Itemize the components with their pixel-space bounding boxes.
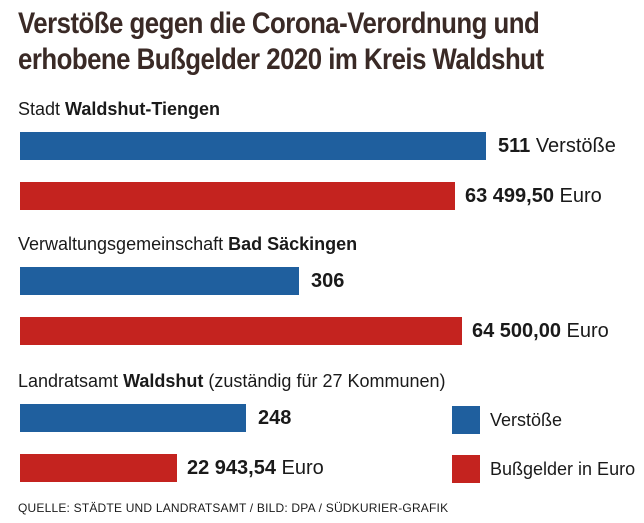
title-line-1: Verstöße gegen die Corona-Verordnung und — [18, 7, 540, 40]
value-number: 63 499,50 — [465, 185, 554, 207]
title-line-2: erhobene Bußgelder 2020 im Kreis Waldshu… — [18, 43, 544, 76]
bar-violations — [20, 132, 486, 160]
value-label-violations: 511 Verstöße — [498, 132, 616, 160]
legend-swatch-fines — [452, 455, 480, 483]
legend-label-violations: Verstöße — [490, 410, 563, 430]
source-note: QUELLE: STÄDTE UND LANDRATSAMT / BILD: D… — [18, 501, 449, 515]
chart-title: Verstöße gegen die Corona-Verordnung und… — [18, 6, 551, 78]
value-number: 22 943,54 — [187, 457, 276, 479]
value-number: 511 — [498, 135, 531, 157]
legend-swatch-violations — [452, 406, 480, 434]
value-label-fines: 63 499,50 Euro — [465, 182, 602, 210]
group-label-bold: Waldshut — [123, 371, 204, 391]
group-label-prefix: Landratsamt — [18, 371, 124, 391]
value-unit: Euro — [275, 457, 324, 479]
group-label-prefix: Stadt — [18, 99, 66, 119]
group-label-prefix: Verwaltungsgemeinschaft — [18, 234, 229, 254]
value-number: 248 — [258, 407, 292, 429]
group-label: Verwaltungsgemeinschaft Bad Säckingen — [18, 233, 357, 255]
value-number: 306 — [311, 270, 345, 292]
bar-fines — [20, 182, 455, 210]
group-label: Landratsamt Waldshut (zuständig für 27 K… — [18, 370, 446, 392]
value-label-violations: 248 — [258, 404, 291, 432]
legend-label-fines: Bußgelder in Euro — [490, 459, 636, 479]
value-unit: Euro — [553, 185, 602, 207]
bar-violations — [20, 267, 299, 295]
bar-fines — [20, 317, 462, 345]
bar-fines — [20, 454, 177, 482]
value-label-violations: 306 — [311, 267, 344, 295]
group-label-bold: Waldshut-Tiengen — [65, 99, 221, 119]
value-number: 64 500,00 — [472, 320, 561, 342]
value-label-fines: 64 500,00 Euro — [472, 317, 609, 345]
group-label: Stadt Waldshut-Tiengen — [18, 98, 220, 120]
group-label-suffix: (zuständig für 27 Kommunen) — [203, 371, 446, 391]
value-unit: Euro — [560, 320, 609, 342]
bar-violations — [20, 404, 246, 432]
value-unit: Verstöße — [530, 135, 616, 157]
group-label-bold: Bad Säckingen — [228, 234, 358, 254]
value-label-fines: 22 943,54 Euro — [187, 454, 324, 482]
